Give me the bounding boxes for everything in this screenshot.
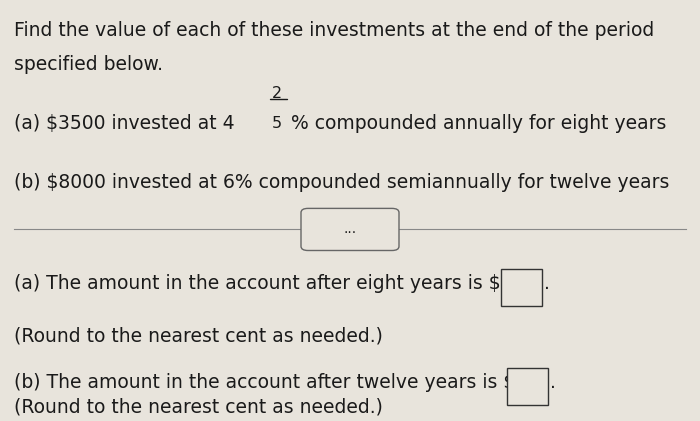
- Text: .: .: [544, 274, 550, 293]
- FancyBboxPatch shape: [301, 208, 399, 250]
- Text: % compounded annually for eight years: % compounded annually for eight years: [291, 114, 666, 133]
- Text: .: .: [550, 373, 555, 392]
- Text: (a) The amount in the account after eight years is $: (a) The amount in the account after eigh…: [14, 274, 500, 293]
- Text: Find the value of each of these investments at the end of the period: Find the value of each of these investme…: [14, 21, 654, 40]
- Text: ...: ...: [344, 222, 356, 237]
- FancyBboxPatch shape: [507, 368, 548, 405]
- Text: 5: 5: [272, 116, 281, 131]
- Text: (Round to the nearest cent as needed.): (Round to the nearest cent as needed.): [14, 326, 383, 345]
- Text: 2: 2: [272, 86, 281, 101]
- Text: specified below.: specified below.: [14, 55, 163, 74]
- FancyBboxPatch shape: [501, 269, 542, 306]
- Text: (a) $3500 invested at 4: (a) $3500 invested at 4: [14, 114, 234, 133]
- Text: (b) The amount in the account after twelve years is $: (b) The amount in the account after twel…: [14, 373, 515, 392]
- Text: (Round to the nearest cent as needed.): (Round to the nearest cent as needed.): [14, 398, 383, 417]
- Text: (b) $8000 invested at 6% compounded semiannually for twelve years: (b) $8000 invested at 6% compounded semi…: [14, 173, 669, 192]
